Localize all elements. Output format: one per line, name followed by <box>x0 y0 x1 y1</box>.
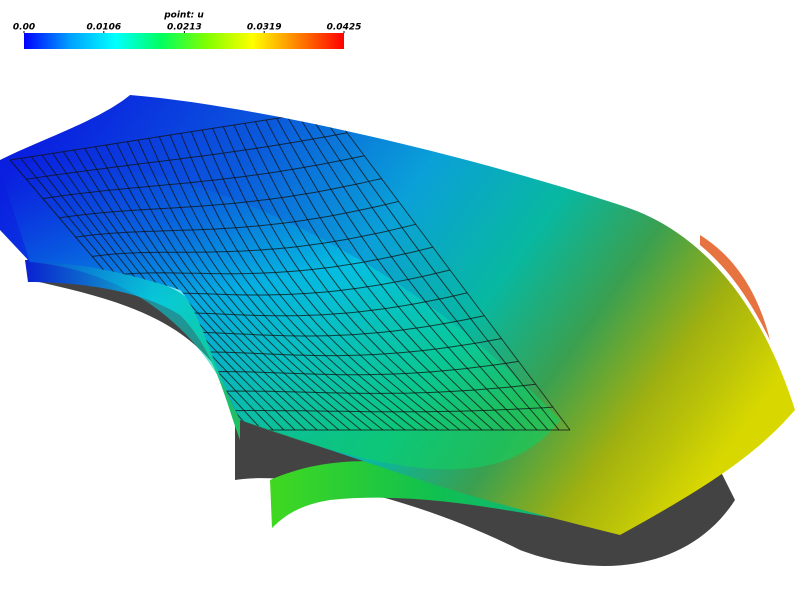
colorbar-tick-label: 0.0106 <box>86 23 121 33</box>
mesh-line <box>108 246 434 277</box>
mesh-line <box>190 360 519 376</box>
mesh-line <box>26 132 348 180</box>
colorbar-tick-label: 0.00 <box>13 23 35 33</box>
mesh-line <box>75 200 399 238</box>
mesh-line <box>42 155 365 200</box>
colorbar <box>24 33 344 49</box>
colorbar-tick-label: 0.0425 <box>327 23 362 33</box>
colorbar-title: point: u <box>163 11 204 21</box>
mesh-line <box>174 338 502 357</box>
mesh-line <box>59 178 382 219</box>
colorbar-tick-label: 0.0213 <box>167 23 202 33</box>
colorbar-tick-label: 0.0319 <box>247 23 282 33</box>
mesh-line <box>9 109 331 161</box>
hot-edge <box>700 235 770 340</box>
mesh-line <box>223 406 553 413</box>
lower-flap <box>270 461 600 528</box>
mesh-line <box>207 383 536 394</box>
mesh-line <box>92 223 416 257</box>
